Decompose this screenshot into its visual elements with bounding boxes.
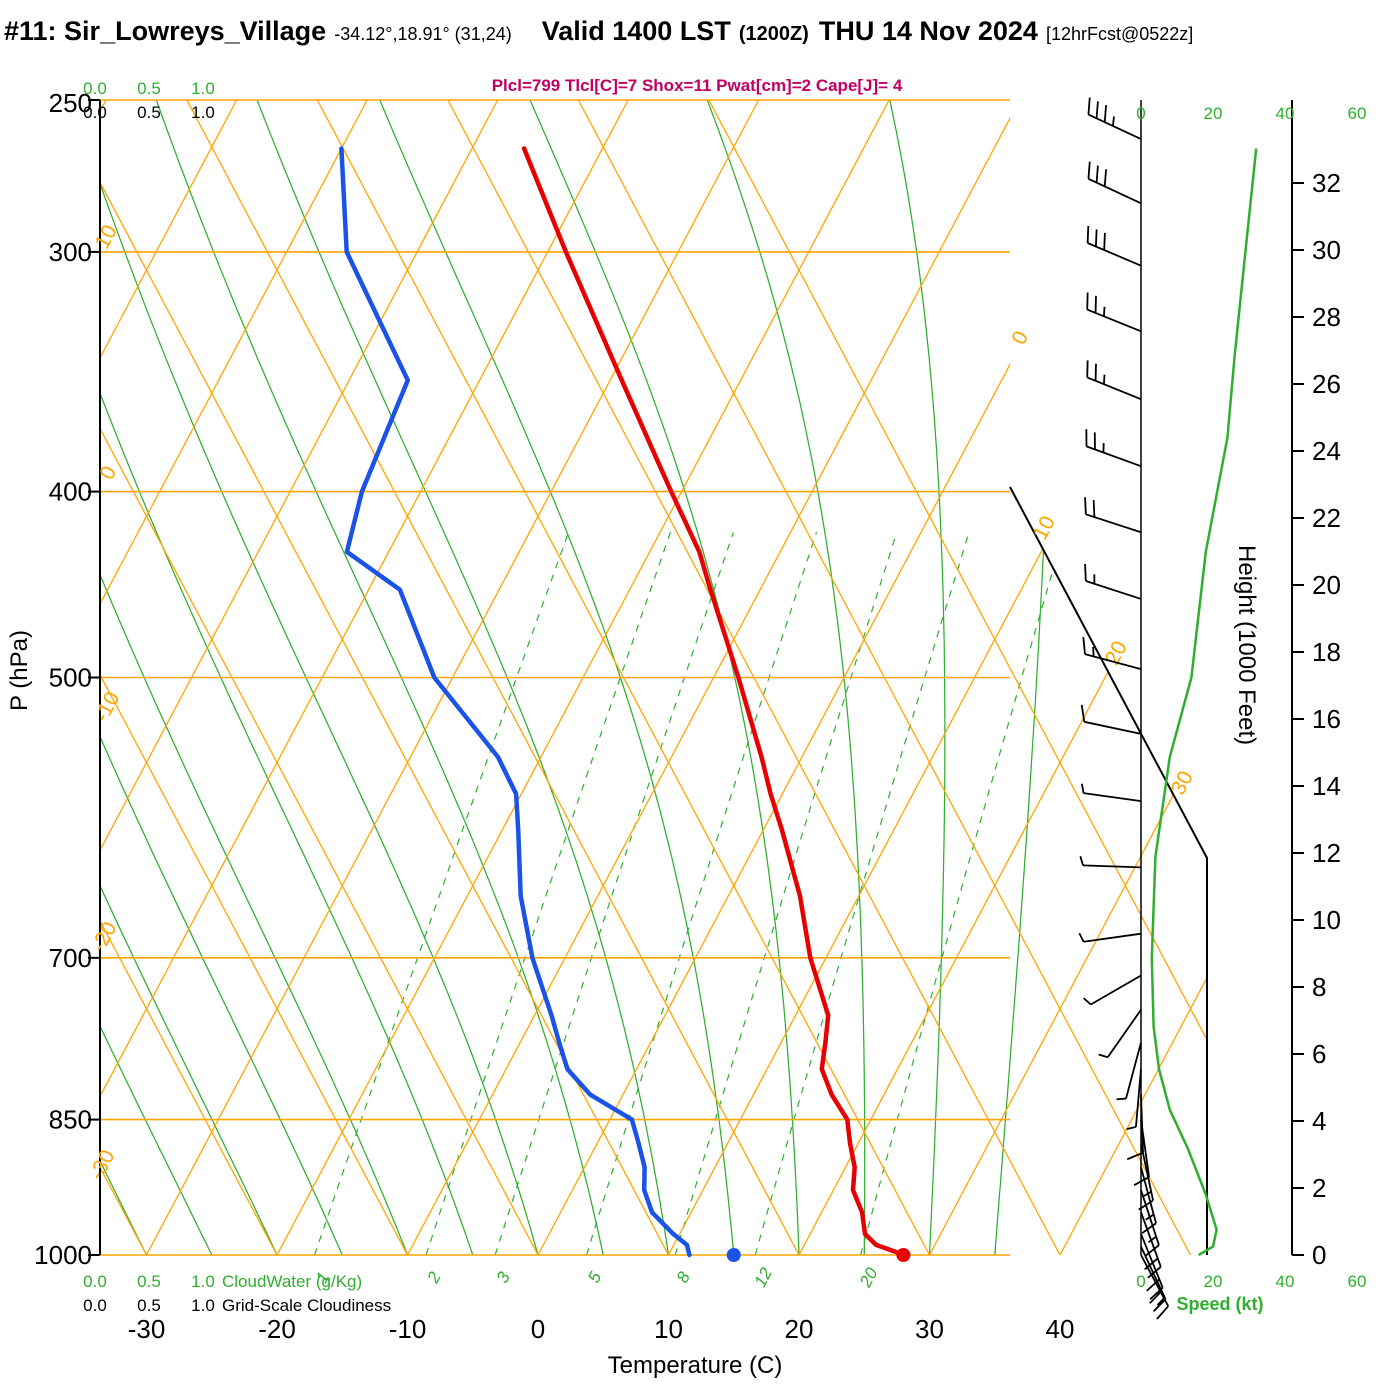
svg-text:26: 26 — [1312, 369, 1341, 399]
svg-text:-30: -30 — [128, 1314, 166, 1344]
surface-dewpoint-dot — [726, 1248, 741, 1262]
svg-text:400: 400 — [49, 477, 92, 507]
cloudiness-scale-bottom: 0.0 0.5 1.0 — [83, 1296, 215, 1315]
svg-text:500: 500 — [49, 663, 92, 693]
mixing-ratio-labels: 1 2 3 5 8 12 20 — [312, 1264, 882, 1291]
valid-date: THU 14 Nov 2024 — [818, 16, 1038, 46]
svg-text:16: 16 — [1312, 704, 1341, 734]
cloudiness-label: Grid-Scale Cloudiness — [222, 1296, 392, 1315]
pressure-axis-label: P (hPa) — [6, 630, 33, 711]
svg-text:10: 10 — [1312, 905, 1341, 935]
temperature-axis-label: Temperature (C) — [607, 1352, 783, 1379]
svg-text:12: 12 — [750, 1264, 776, 1290]
svg-text:18: 18 — [1312, 637, 1341, 667]
cloudiness-scale-top: 0.0 0.5 1.0 — [83, 103, 215, 122]
speed-scale-top: 0 20 40 60 — [1136, 104, 1367, 123]
svg-text:30: 30 — [915, 1314, 944, 1344]
station-title: #11: Sir_Lowreys_Village — [4, 16, 327, 46]
svg-text:20: 20 — [785, 1314, 814, 1344]
cloudwater-scale-bottom: 0.0 0.5 1.0 — [83, 1272, 215, 1291]
temperature-curve — [521, 146, 907, 1258]
svg-text:0: 0 — [1312, 1240, 1326, 1270]
surface-temperature-dot — [896, 1248, 911, 1262]
cloudwater-scale-top: 0.0 0.5 1.0 — [83, 79, 215, 98]
valid-zulu: (1200Z) — [738, 23, 809, 45]
svg-text:1000: 1000 — [34, 1240, 92, 1270]
svg-text:5: 5 — [584, 1268, 605, 1286]
svg-text:22: 22 — [1312, 503, 1341, 533]
temperature-tick-labels: -30 -20 -10 0 10 20 30 40 — [128, 1314, 1075, 1344]
svg-text:6: 6 — [1312, 1039, 1326, 1069]
station-coords: -34.12°,18.91° (31,24) — [334, 24, 512, 44]
svg-text:850: 850 — [49, 1105, 92, 1135]
svg-text:-20: -20 — [258, 1314, 296, 1344]
svg-text:0: 0 — [531, 1314, 545, 1344]
height-axis-label: Height (1000 Feet) — [1233, 545, 1260, 746]
svg-text:-30: -30 — [85, 1146, 120, 1184]
svg-text:12: 12 — [1312, 838, 1341, 868]
dewpoint-curve — [339, 146, 692, 1258]
svg-text:4: 4 — [1312, 1106, 1326, 1136]
wind-speed-profile — [1150, 148, 1258, 1257]
svg-text:30: 30 — [1167, 767, 1198, 798]
svg-text:0: 0 — [1007, 327, 1033, 348]
pressure-tick-labels: 250 300 400 500 700 850 1000 — [34, 88, 92, 1270]
svg-text:10: 10 — [654, 1314, 683, 1344]
svg-text:8: 8 — [1312, 972, 1326, 1002]
svg-text:250: 250 — [49, 88, 92, 118]
svg-text:20: 20 — [1101, 637, 1132, 668]
grid-corner-boundary — [1009, 486, 1208, 1255]
svg-text:300: 300 — [49, 237, 92, 267]
svg-text:20: 20 — [855, 1264, 881, 1291]
svg-text:10: 10 — [1029, 512, 1060, 543]
svg-text:24: 24 — [1312, 436, 1341, 466]
valid-time: Valid 1400 LST — [541, 16, 731, 46]
svg-text:28: 28 — [1312, 302, 1341, 332]
speed-axis-label: Speed (kt) — [1176, 1294, 1264, 1314]
speed-scale-bottom: 0 20 40 60 — [1136, 1272, 1367, 1291]
svg-text:2: 2 — [1312, 1173, 1326, 1203]
cloudwater-label: CloudWater (g/Kg) — [222, 1272, 363, 1291]
svg-text:-10: -10 — [389, 1314, 427, 1344]
forecast-tag: [12hrFcst@0522z] — [1045, 24, 1194, 44]
svg-text:8: 8 — [673, 1268, 694, 1286]
svg-text:-10: -10 — [90, 688, 125, 726]
svg-text:32: 32 — [1312, 168, 1341, 198]
stability-indices: Plcl=799 Tlcl[C]=7 Shox=11 Pwat[cm]=2 Ca… — [491, 76, 903, 95]
svg-text:3: 3 — [493, 1268, 514, 1286]
svg-text:700: 700 — [49, 943, 92, 973]
svg-text:30: 30 — [1312, 235, 1341, 265]
svg-text:-20: -20 — [87, 918, 122, 956]
svg-text:14: 14 — [1312, 771, 1341, 801]
svg-text:40: 40 — [1046, 1314, 1075, 1344]
wind-barbs — [1078, 97, 1170, 1320]
svg-text:20: 20 — [1312, 570, 1341, 600]
header: #11: Sir_Lowreys_Village -34.12°,18.91° … — [4, 16, 1400, 47]
svg-text:10: 10 — [91, 221, 122, 252]
svg-text:2: 2 — [423, 1268, 445, 1287]
